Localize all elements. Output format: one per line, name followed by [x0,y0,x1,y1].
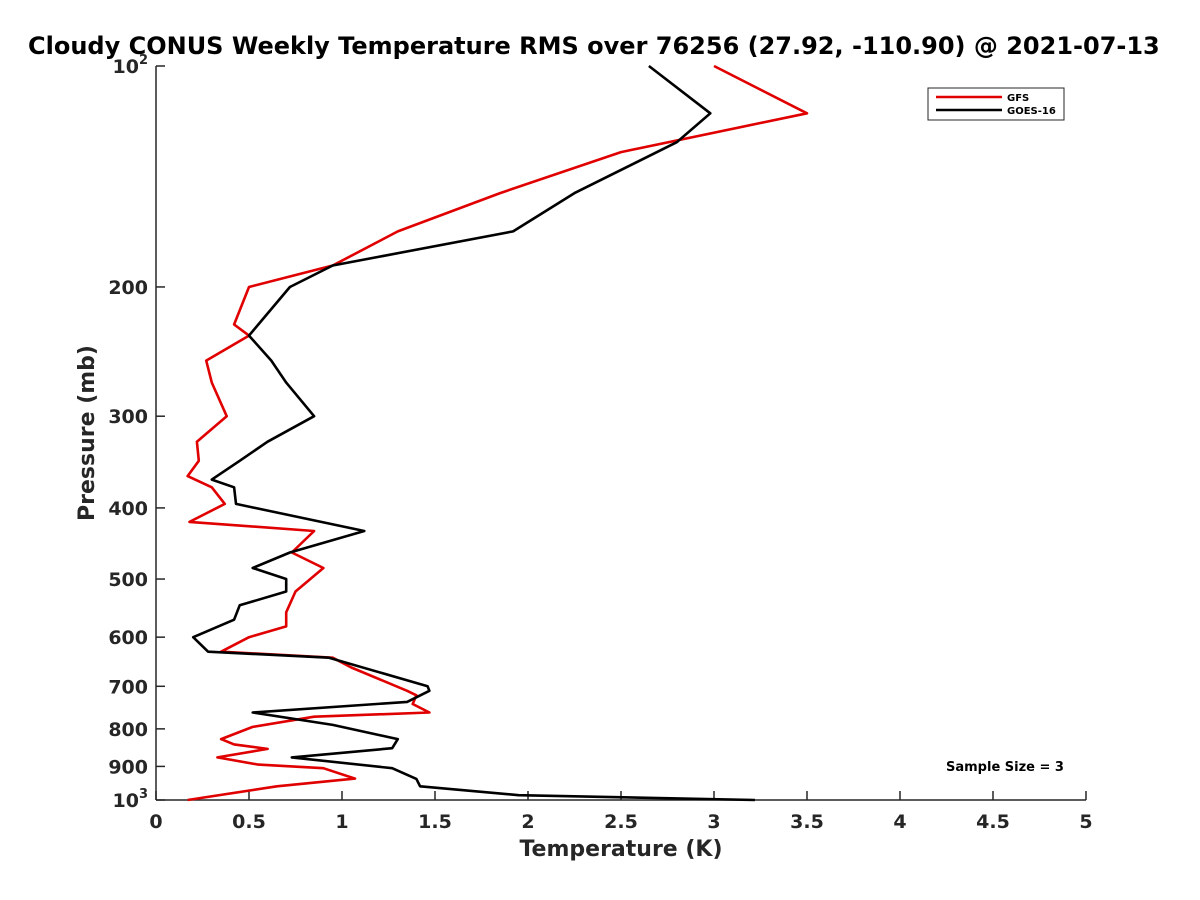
x-tick-label: 4.5 [976,811,1010,833]
x-tick-label: 4 [893,811,906,833]
legend-label-goes16: GOES-16 [1007,106,1056,117]
y-tick-label: 900 [108,756,148,778]
y-tick-label: 700 [108,676,148,698]
y-tick-label-base: 10 [113,790,139,812]
x-tick-label: 1.5 [418,811,452,833]
chart-title: Cloudy CONUS Weekly Temperature RMS over… [28,32,1160,60]
y-tick-label: 500 [108,569,148,591]
series-line-gfs [186,64,809,802]
x-tick-label: 3.5 [790,811,824,833]
x-tick-label: 0 [149,811,162,833]
series-line-goes16 [191,64,755,802]
legend: GFS GOES-16 [927,87,1065,121]
x-tick-label: 0.5 [232,811,266,833]
x-tick-label: 2.5 [604,811,638,833]
y-tick-label-exponent: 3 [139,787,148,802]
y-axis-label: Pressure (mb) [75,345,100,521]
x-axis-label: Temperature (K) [519,837,722,862]
y-tick-label: 102 [113,53,149,78]
sample-size-annotation: Sample Size = 3 [946,760,1064,775]
x-tick-label: 5 [1079,811,1092,833]
y-tick-label-exponent: 2 [139,53,148,68]
x-tick-label: 3 [707,811,720,833]
y-tick-label: 400 [108,498,148,520]
y-tick-label: 103 [113,787,149,812]
x-tick-label: 1 [335,811,348,833]
y-tick-label: 800 [108,719,148,741]
y-tick-label: 200 [108,277,148,299]
y-tick-label-base: 10 [113,56,139,78]
legend-box [927,87,1065,121]
y-tick-label: 300 [108,406,148,428]
x-tick-label: 2 [521,811,534,833]
series-layer [186,64,809,802]
y-tick-label: 600 [108,627,148,649]
legend-label-gfs: GFS [1007,93,1029,104]
x-ticks: 0 0.5 1 1.5 2 2.5 3 3.5 4 4.5 5 [149,791,1093,833]
